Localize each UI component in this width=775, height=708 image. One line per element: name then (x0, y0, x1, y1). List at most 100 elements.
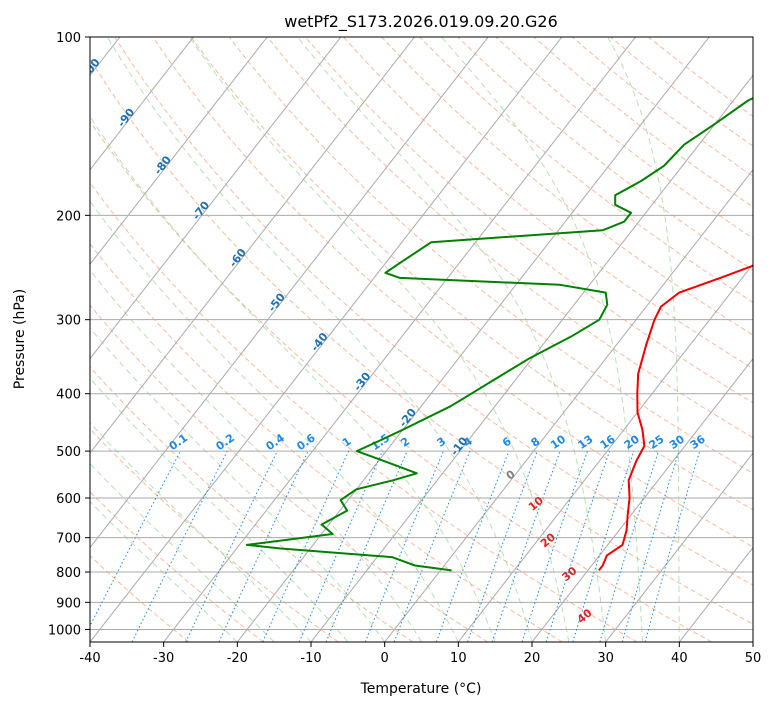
dry-adiabat (90, 554, 190, 642)
isotherm-line (752, 641, 753, 642)
y-tick-label: 600 (56, 492, 81, 507)
mixing-ratio-line (90, 450, 181, 628)
x-axis-title: Temperature (°C) (360, 681, 482, 697)
dry-adiabat (533, 37, 753, 208)
y-tick-label: 800 (56, 566, 81, 581)
mixing-ratio-line (599, 450, 659, 642)
isotherm-label: -80 (152, 153, 175, 177)
moist-adiabat (297, 37, 607, 642)
mixing-ratio-label: 1 (340, 435, 354, 450)
y-tick-label: 900 (56, 596, 81, 611)
mixing-ratio-line (298, 450, 383, 642)
mixing-ratio-line (325, 450, 408, 642)
isotherm-label: -60 (227, 246, 250, 270)
mixing-ratio-label: 6 (500, 435, 514, 450)
moist-adiabat (90, 115, 496, 642)
y-axis-title: Pressure (hPa) (12, 289, 28, 389)
mixing-ratio-line (131, 450, 228, 642)
moist-adiabat (90, 501, 238, 642)
plot-frame (89, 36, 754, 643)
mixing-ratio-label: 3 (435, 435, 449, 450)
isotherm-label: -40 (308, 330, 331, 354)
isotherm-line (90, 37, 563, 642)
mixing-ratio-line (572, 450, 635, 642)
moist-adiabat (106, 37, 533, 642)
y-tick-label: 400 (56, 388, 81, 403)
isotherm-line (90, 37, 489, 549)
temperature-label-red: 40 (575, 606, 595, 626)
mixing-ratio-label: 25 (647, 432, 667, 451)
isotherm-line (605, 452, 753, 642)
isotherm-label: -20 (396, 406, 419, 430)
mixing-ratio-line (491, 450, 561, 642)
mixing-ratio-line (521, 450, 588, 642)
x-tick-label: -40 (79, 651, 100, 666)
moist-adiabat (90, 269, 422, 642)
temperature-label-red: 10 (526, 494, 546, 514)
isotherm-label: -30 (351, 370, 374, 394)
mixing-ratio-label: 0.6 (294, 431, 318, 453)
mixing-ratio-label: 20 (622, 432, 642, 452)
y-tick-label: 300 (56, 314, 81, 329)
dry-adiabat (343, 37, 753, 370)
moist-adiabat (188, 37, 570, 642)
moist-adiabat (90, 200, 459, 642)
background-lines (90, 37, 753, 642)
isotherm-line (310, 74, 753, 642)
mixing-ratio-label: 1.5 (369, 431, 392, 453)
dry-adiabat (90, 181, 638, 642)
moist-adiabat (90, 377, 349, 642)
dry-adiabat (90, 491, 264, 642)
dry-adiabat (266, 37, 753, 439)
dry-adiabat (90, 366, 414, 642)
x-tick-label: -20 (227, 651, 248, 666)
mixing-ratio-label: 13 (575, 433, 595, 452)
mixing-ratio-line (467, 450, 538, 642)
isotherm-line (531, 357, 753, 642)
axis-ticks: -40 -30 -20 -10 0 10 20 30 40 5010020030040050060… (48, 31, 761, 666)
isotherm-line (90, 37, 268, 266)
profile-lines (245, 97, 753, 572)
isotherm-line (90, 37, 342, 360)
y-tick-label: 700 (56, 532, 81, 547)
dry-adiabat (152, 37, 753, 548)
mixing-ratio-label: 0.4 (264, 431, 288, 453)
mixing-ratio-line (262, 450, 350, 642)
x-tick-label: 10 (450, 651, 467, 666)
dry-adiabat (90, 58, 753, 625)
temperature-label-red: 30 (560, 564, 580, 584)
mixing-ratio-label: 30 (667, 432, 687, 452)
mixing-ratio-label: 0.2 (214, 431, 237, 453)
dry-adiabat (90, 304, 488, 642)
dry-adiabat (90, 243, 563, 642)
y-tick-label: 200 (56, 209, 81, 224)
isotherm-line (163, 37, 636, 642)
mixing-ratio-line (545, 450, 611, 642)
isotherm-label: -100 (75, 56, 102, 86)
isotherm-line (384, 168, 753, 642)
moist-adiabat (90, 422, 312, 642)
temperature-profile (598, 264, 753, 572)
isotherm-label: -90 (115, 106, 138, 130)
isotherm-label: -50 (265, 290, 288, 314)
temperature-label-red: 20 (538, 530, 558, 550)
x-tick-label: 0 (381, 651, 389, 666)
dry-adiabat (381, 37, 753, 336)
moist-adiabat (90, 327, 386, 642)
mixing-ratio-label: 0.1 (167, 431, 190, 453)
moist-adiabat (441, 37, 643, 642)
x-tick-label: 50 (745, 651, 762, 666)
dry-adiabat (457, 37, 753, 271)
mixing-ratio-line (621, 450, 680, 642)
x-tick-label: 30 (597, 651, 614, 666)
isotherm-line (90, 37, 194, 171)
x-tick-label: 20 (524, 651, 541, 666)
y-tick-label: 100 (56, 31, 81, 46)
mixing-ratio-label: 36 (688, 432, 708, 452)
dry-adiabat (90, 120, 712, 642)
chart-title: wetPf2_S173.2026.019.09.20.G26 (284, 12, 558, 32)
dry-adiabat (190, 37, 753, 511)
line-labels: 0.1 0.2 0.4 0.6 1 1.5 2 3 4 6 8 10 13 16 20 25 30 36-100-… (75, 56, 708, 626)
mixing-ratio-label: 2 (398, 435, 412, 450)
